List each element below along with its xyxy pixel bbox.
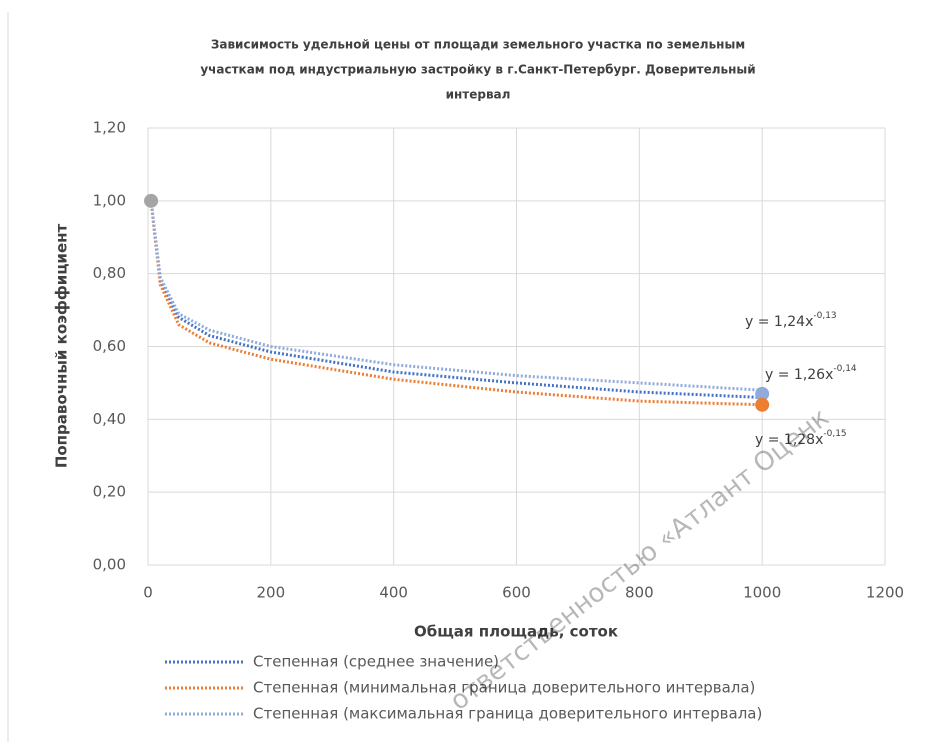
equation-base: y = 1,26x <box>765 367 833 383</box>
x-tick-label: 400 <box>379 584 408 602</box>
trend-line <box>149 200 763 407</box>
chart-title: Зависимость удельной цены от площади зем… <box>211 38 745 52</box>
equation-exponent: -0,15 <box>823 429 846 439</box>
chart-title: участкам под индустриальную застройку в … <box>200 63 755 77</box>
equation-exponent: -0,13 <box>813 311 836 321</box>
x-tick-label: 0 <box>143 584 153 602</box>
x-tick-label: 800 <box>625 584 654 602</box>
data-point <box>755 386 770 401</box>
legend-label: Степенная (минимальная граница доверител… <box>253 679 755 697</box>
equation-exponent: -0,14 <box>833 364 857 374</box>
chart-title: интервал <box>446 88 511 102</box>
x-tick-label: 200 <box>257 584 286 602</box>
legend-label: Степенная (максимальная граница доверите… <box>253 705 762 723</box>
y-tick-label: 1,00 <box>93 191 126 209</box>
trend-line <box>149 200 763 399</box>
x-tick-label: 600 <box>502 584 531 602</box>
trend-line <box>149 200 763 392</box>
equation-base: y = 1,24x <box>745 314 813 330</box>
y-tick-label: 0,40 <box>93 410 126 428</box>
trend-equation: y = 1,24x-0,13 <box>745 311 837 331</box>
trend-equation: y = 1,28x-0,15 <box>755 429 847 449</box>
y-tick-label: 0,80 <box>93 264 126 282</box>
y-tick-label: 0,00 <box>93 556 126 574</box>
trend-equation: y = 1,26x-0,14 <box>765 364 857 384</box>
equation-base: y = 1,28x <box>755 432 823 448</box>
y-axis-label: Поправочный коэффициент <box>53 224 71 469</box>
x-tick-label: 1000 <box>743 584 781 602</box>
legend-label: Степенная (среднее значение) <box>253 653 499 671</box>
y-tick-label: 1,20 <box>93 119 126 137</box>
data-point <box>144 193 159 208</box>
y-tick-label: 0,20 <box>93 483 126 501</box>
x-tick-label: 1200 <box>866 584 904 602</box>
x-axis-label: Общая площадь, соток <box>414 623 618 641</box>
data-point <box>755 397 770 412</box>
y-tick-label: 0,60 <box>93 337 126 355</box>
